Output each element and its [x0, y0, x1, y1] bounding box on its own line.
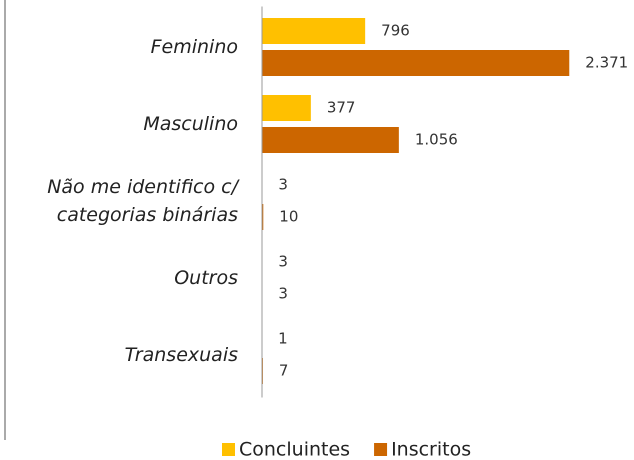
category-label: Masculino	[143, 113, 238, 135]
value-label: 3	[278, 176, 288, 194]
value-label: 796	[381, 22, 410, 40]
category-label: Transexuais	[124, 344, 238, 366]
bar	[262, 18, 366, 44]
legend-label: Concluintes	[239, 439, 350, 460]
bar	[262, 50, 570, 76]
value-label: 1	[278, 330, 288, 348]
value-label: 377	[327, 99, 356, 117]
category-label: Outros	[174, 267, 238, 289]
bar	[262, 204, 264, 230]
value-label: 2.371	[585, 54, 628, 72]
legend-label: Inscritos	[391, 439, 471, 460]
legend-swatch	[222, 443, 235, 456]
value-label: 7	[279, 362, 289, 380]
bar	[262, 95, 311, 121]
value-label: 1.056	[415, 131, 458, 149]
value-label: 3	[278, 285, 288, 303]
value-label: 3	[278, 253, 288, 271]
category-label: Feminino	[150, 36, 238, 58]
legend-swatch	[374, 443, 388, 456]
value-label: 10	[279, 208, 298, 226]
bar	[262, 127, 399, 153]
category-label: Não me identifico c/ categorias binárias	[47, 176, 238, 226]
